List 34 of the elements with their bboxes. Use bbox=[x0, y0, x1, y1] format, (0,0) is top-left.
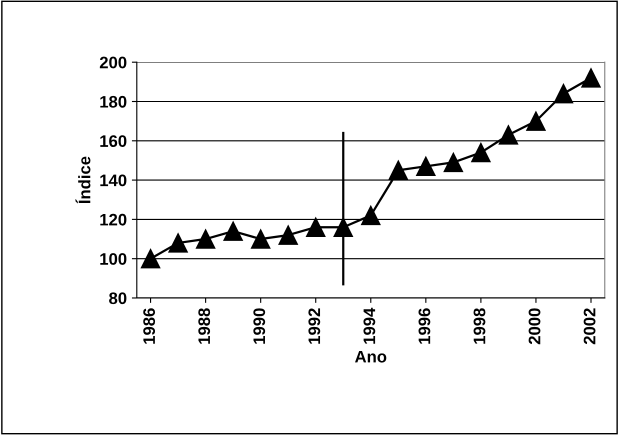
x-tick-label: 1988 bbox=[198, 308, 210, 344]
point bbox=[250, 229, 270, 249]
y-tick-label: 180 bbox=[100, 96, 126, 108]
x-tick-label: 2000 bbox=[528, 308, 540, 344]
y-axis-title: Índice bbox=[75, 156, 90, 204]
x-tick-label: 1992 bbox=[308, 308, 320, 344]
x-tick-label: 1986 bbox=[143, 308, 156, 344]
point bbox=[554, 84, 574, 104]
y-tick-label: 80 bbox=[109, 292, 126, 304]
point bbox=[168, 233, 188, 253]
x-tick-label: 1998 bbox=[474, 308, 486, 344]
x-tick-label: 2002 bbox=[584, 308, 596, 344]
y-tick-label: 120 bbox=[100, 214, 126, 226]
point bbox=[223, 221, 243, 241]
point bbox=[581, 68, 601, 88]
point bbox=[444, 152, 464, 172]
point bbox=[140, 248, 160, 268]
y-tick-label: 160 bbox=[100, 135, 126, 147]
y-tick-label: 200 bbox=[100, 56, 126, 68]
point bbox=[196, 229, 216, 249]
x-tick-label: 1994 bbox=[363, 308, 376, 344]
point bbox=[306, 218, 326, 237]
point bbox=[498, 125, 518, 145]
x-axis-title: Ano bbox=[354, 350, 386, 363]
point bbox=[278, 225, 298, 245]
x-tick-label: 1996 bbox=[418, 308, 430, 344]
point bbox=[526, 111, 546, 131]
y-tick-label: 100 bbox=[100, 253, 126, 265]
point bbox=[471, 142, 491, 162]
x-tick-label: 1990 bbox=[253, 308, 266, 344]
point bbox=[361, 206, 381, 226]
point bbox=[388, 160, 408, 180]
point bbox=[416, 156, 436, 176]
y-tick-label: 140 bbox=[100, 174, 126, 186]
